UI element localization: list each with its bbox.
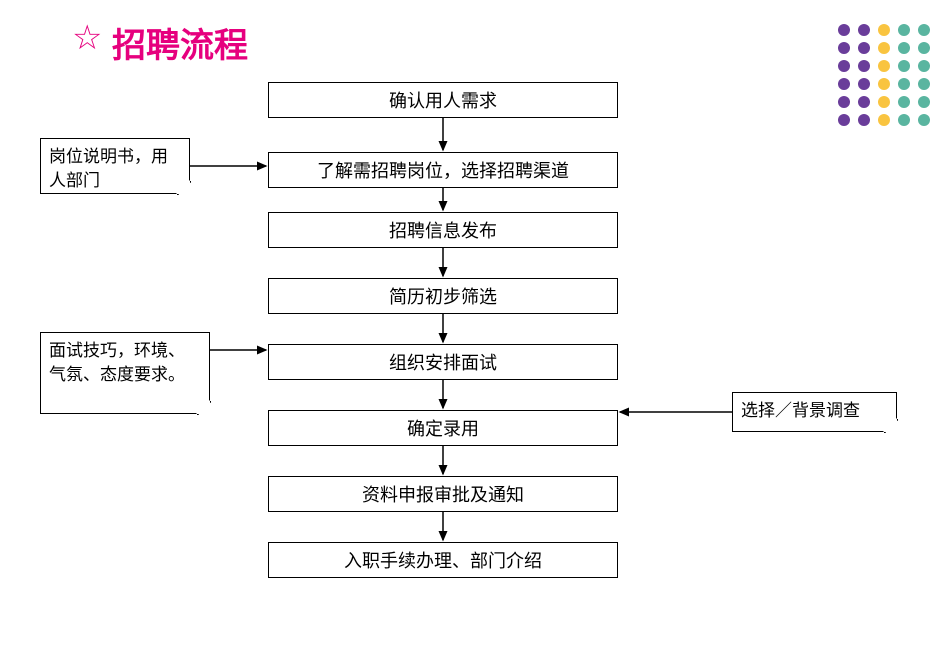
note-n3: 选择／背景调查 — [732, 392, 897, 432]
note-n2: 面试技巧，环境、气氛、态度要求。 — [40, 332, 210, 414]
deco-dot — [838, 24, 850, 36]
note-text: 面试技巧，环境、气氛、态度要求。 — [49, 341, 185, 384]
deco-dot — [878, 96, 890, 108]
flow-step-b8: 入职手续办理、部门介绍 — [268, 542, 618, 578]
deco-dot — [878, 114, 890, 126]
note-text: 岗位说明书，用人部门 — [49, 147, 168, 190]
deco-dot — [858, 114, 870, 126]
flow-step-b5: 组织安排面试 — [268, 344, 618, 380]
title-star-icon: ☆ — [72, 18, 102, 58]
deco-dot — [918, 60, 930, 72]
deco-dot — [898, 60, 910, 72]
deco-dot — [898, 24, 910, 36]
flow-step-label: 了解需招聘岗位，选择招聘渠道 — [317, 157, 569, 183]
deco-dot — [878, 42, 890, 54]
deco-dot — [858, 42, 870, 54]
deco-dot — [838, 60, 850, 72]
deco-dot — [838, 96, 850, 108]
deco-dot — [898, 114, 910, 126]
page-title: 招聘流程 — [112, 18, 248, 67]
deco-dot — [918, 24, 930, 36]
deco-dot — [898, 42, 910, 54]
flow-step-b2: 了解需招聘岗位，选择招聘渠道 — [268, 152, 618, 188]
flow-step-b7: 资料申报审批及通知 — [268, 476, 618, 512]
note-n1: 岗位说明书，用人部门 — [40, 138, 190, 194]
flow-step-label: 确认用人需求 — [389, 87, 497, 113]
deco-dot — [858, 78, 870, 90]
note-text: 选择／背景调查 — [741, 401, 860, 420]
deco-dot — [898, 78, 910, 90]
deco-dot — [878, 78, 890, 90]
deco-dot — [858, 60, 870, 72]
flow-step-label: 组织安排面试 — [389, 349, 497, 375]
deco-dot — [918, 78, 930, 90]
flow-step-label: 确定录用 — [407, 415, 479, 441]
flow-step-b3: 招聘信息发布 — [268, 212, 618, 248]
flow-step-b4: 简历初步筛选 — [268, 278, 618, 314]
flow-step-b6: 确定录用 — [268, 410, 618, 446]
flow-step-label: 入职手续办理、部门介绍 — [344, 547, 542, 573]
deco-dot — [838, 42, 850, 54]
deco-dot — [878, 60, 890, 72]
deco-dot — [838, 114, 850, 126]
deco-dot — [858, 96, 870, 108]
flow-step-label: 简历初步筛选 — [389, 283, 497, 309]
deco-dot — [898, 96, 910, 108]
deco-dot — [858, 24, 870, 36]
flow-step-label: 资料申报审批及通知 — [362, 481, 524, 507]
deco-dot — [918, 42, 930, 54]
deco-dot — [918, 114, 930, 126]
deco-dot — [878, 24, 890, 36]
deco-dot — [918, 96, 930, 108]
flow-step-label: 招聘信息发布 — [389, 217, 497, 243]
flow-step-b1: 确认用人需求 — [268, 82, 618, 118]
deco-dot — [838, 78, 850, 90]
